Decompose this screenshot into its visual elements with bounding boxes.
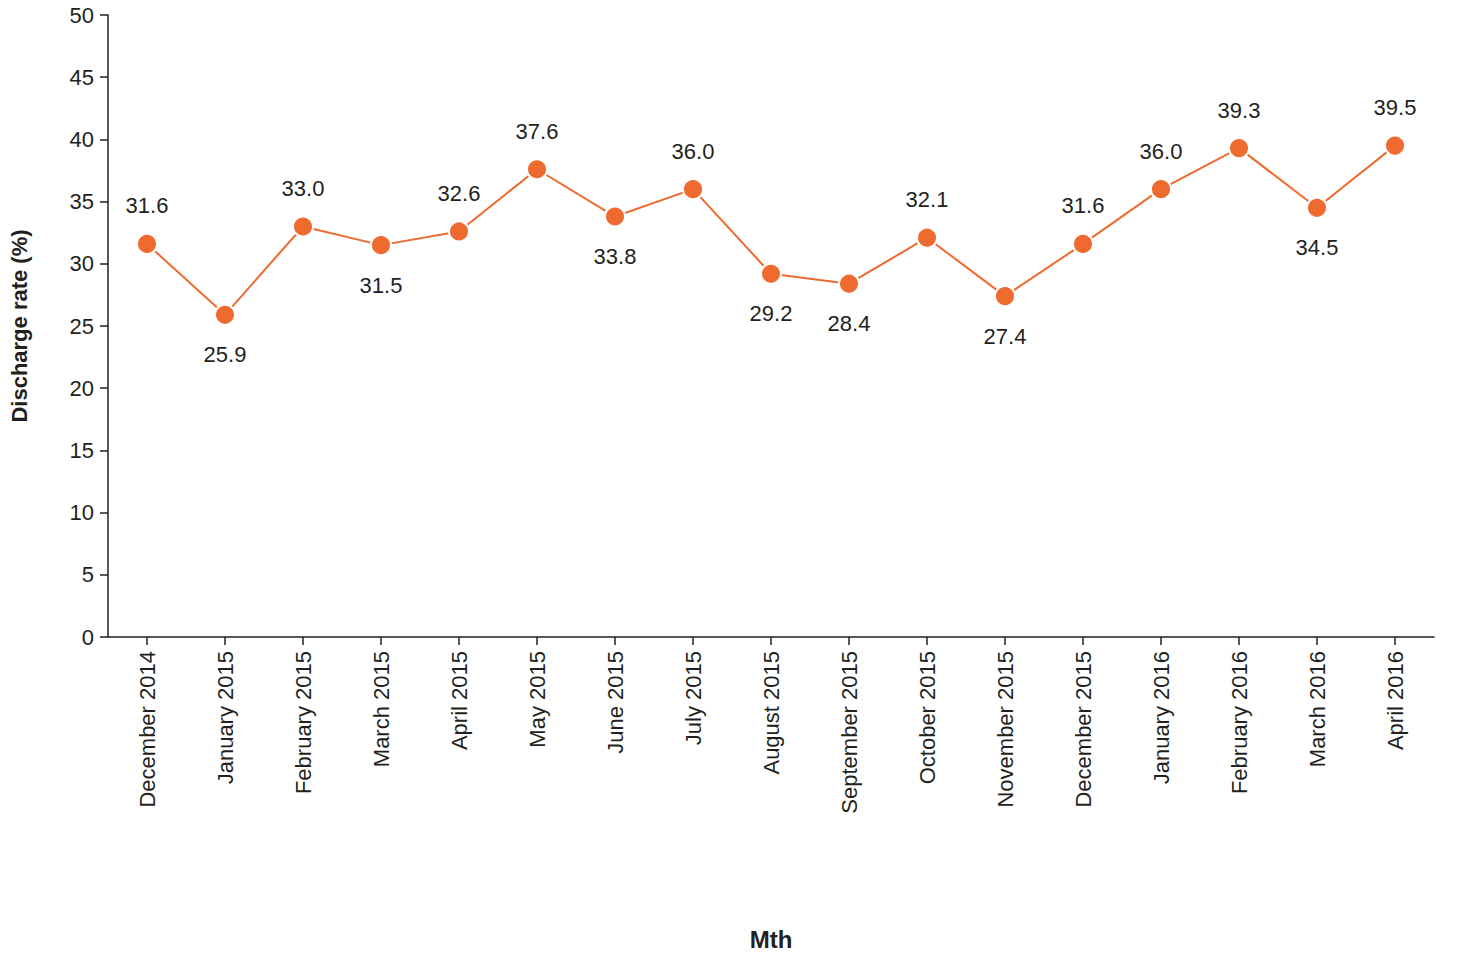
svg-text:31.5: 31.5 bbox=[360, 273, 403, 298]
svg-text:January 2015: January 2015 bbox=[213, 651, 238, 784]
svg-text:September 2015: September 2015 bbox=[837, 651, 862, 814]
svg-text:May 2015: May 2015 bbox=[525, 651, 550, 748]
svg-text:39.5: 39.5 bbox=[1374, 95, 1417, 120]
svg-text:32.1: 32.1 bbox=[906, 187, 949, 212]
svg-text:20: 20 bbox=[70, 376, 94, 401]
svg-text:39.3: 39.3 bbox=[1218, 98, 1261, 123]
svg-text:33.8: 33.8 bbox=[594, 244, 637, 269]
svg-text:45: 45 bbox=[70, 65, 94, 90]
svg-text:February 2015: February 2015 bbox=[291, 651, 316, 794]
svg-text:0: 0 bbox=[82, 625, 94, 650]
svg-text:Mth: Mth bbox=[750, 926, 793, 953]
svg-text:36.0: 36.0 bbox=[672, 139, 715, 164]
svg-text:34.5: 34.5 bbox=[1296, 235, 1339, 260]
svg-text:December 2015: December 2015 bbox=[1071, 651, 1096, 808]
svg-text:31.6: 31.6 bbox=[1062, 193, 1105, 218]
svg-text:32.6: 32.6 bbox=[438, 181, 481, 206]
svg-text:33.0: 33.0 bbox=[282, 176, 325, 201]
svg-text:15: 15 bbox=[70, 438, 94, 463]
svg-text:50: 50 bbox=[70, 3, 94, 28]
svg-text:August 2015: August 2015 bbox=[759, 651, 784, 775]
svg-text:10: 10 bbox=[70, 500, 94, 525]
svg-text:July 2015: July 2015 bbox=[681, 651, 706, 745]
svg-text:27.4: 27.4 bbox=[984, 324, 1027, 349]
svg-text:36.0: 36.0 bbox=[1140, 139, 1183, 164]
svg-text:October 2015: October 2015 bbox=[915, 651, 940, 784]
svg-text:25: 25 bbox=[70, 314, 94, 339]
svg-text:25.9: 25.9 bbox=[204, 342, 247, 367]
svg-text:37.6: 37.6 bbox=[516, 119, 559, 144]
svg-text:November 2015: November 2015 bbox=[993, 651, 1018, 808]
svg-text:5: 5 bbox=[82, 562, 94, 587]
svg-text:Discharge rate (%): Discharge rate (%) bbox=[7, 229, 32, 422]
svg-text:30: 30 bbox=[70, 251, 94, 276]
svg-text:31.6: 31.6 bbox=[126, 193, 169, 218]
svg-text:June 2015: June 2015 bbox=[603, 651, 628, 754]
svg-text:April 2016: April 2016 bbox=[1383, 651, 1408, 750]
svg-text:29.2: 29.2 bbox=[750, 301, 793, 326]
svg-text:28.4: 28.4 bbox=[828, 311, 871, 336]
svg-text:December 2014: December 2014 bbox=[135, 651, 160, 808]
svg-text:February 2016: February 2016 bbox=[1227, 651, 1252, 794]
svg-text:40: 40 bbox=[70, 127, 94, 152]
svg-text:March 2015: March 2015 bbox=[369, 651, 394, 767]
svg-text:March 2016: March 2016 bbox=[1305, 651, 1330, 767]
svg-text:35: 35 bbox=[70, 189, 94, 214]
svg-text:January 2016: January 2016 bbox=[1149, 651, 1174, 784]
svg-text:April 2015: April 2015 bbox=[447, 651, 472, 750]
